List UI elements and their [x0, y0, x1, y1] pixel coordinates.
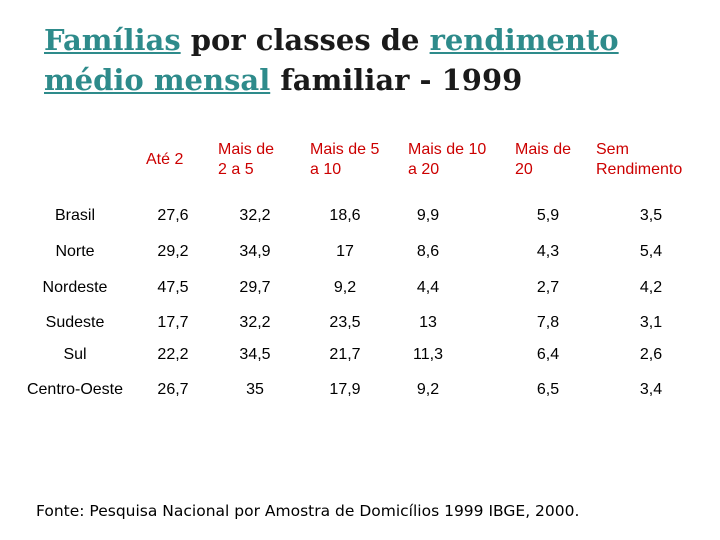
table-cell: 9,2 [333, 279, 357, 296]
table-cell: 27,6 [157, 207, 189, 224]
table-cell: 3,5 [639, 207, 663, 224]
table-cell: 9,2 [416, 381, 440, 398]
source-footnote: Fonte: Pesquisa Nacional por Amostra de … [36, 502, 580, 520]
table-cell: 3,4 [639, 381, 663, 398]
column-header-mais-de-20: Mais de 20 [515, 141, 572, 178]
row-label: Nordeste [42, 279, 108, 296]
title-link-medio-mensal[interactable]: médio mensal [44, 63, 271, 97]
row-label: Brasil [54, 207, 95, 224]
table-cell: 17,9 [329, 381, 361, 398]
table-cell: 17,7 [157, 314, 189, 331]
table-cell: 26,7 [157, 381, 189, 398]
table-cell: 29,7 [239, 279, 271, 296]
table-cell: 4,2 [639, 279, 663, 296]
table-cell: 29,2 [157, 243, 189, 260]
table-cell: 5,9 [536, 207, 560, 224]
table-cell: 35 [246, 381, 264, 398]
table-cell: 18,6 [329, 207, 361, 224]
table-cell: 7,8 [536, 314, 560, 331]
title-text-end: familiar - 1999 [270, 63, 523, 97]
table-cell: 6,5 [536, 381, 560, 398]
table-cell: 22,2 [157, 346, 189, 363]
row-label: Centro-Oeste [26, 381, 124, 398]
table-cell: 11,3 [413, 346, 443, 363]
table-cell: 6,4 [536, 346, 560, 363]
table-cell: 2,6 [639, 346, 663, 363]
table-cell: 5,4 [639, 243, 663, 260]
column-header-10-a-20: Mais de 10 a 20 [408, 141, 487, 178]
table-cell: 47,5 [157, 279, 189, 296]
table-cell: 3,1 [639, 314, 663, 331]
table-cell: 8,6 [416, 243, 440, 260]
table-cell: 34,9 [239, 243, 271, 260]
title-link-familias[interactable]: Famílias [44, 23, 181, 57]
table-cell: 4,3 [536, 243, 560, 260]
table-cell: 13 [419, 314, 437, 331]
table-cell: 32,2 [239, 207, 271, 224]
row-label: Sudeste [45, 314, 105, 331]
column-header-5-a-10: Mais de 5 a 10 [310, 141, 380, 178]
column-header-2-a-5: Mais de 2 a 5 [218, 141, 275, 178]
title-text: por classes de [180, 23, 430, 57]
table-cell: 9,9 [416, 207, 440, 224]
title-link-rendimento[interactable]: rendimento [429, 23, 619, 57]
table-cell: 23,5 [329, 314, 361, 331]
table-cell: 4,4 [416, 279, 440, 296]
table-cell: 2,7 [536, 279, 560, 296]
row-label: Norte [55, 243, 95, 260]
table-cell: 21,7 [329, 346, 361, 363]
table-cell: 32,2 [239, 314, 271, 331]
page-title: Famílias por classes de rendimento médio … [44, 20, 684, 100]
table-cell: 34,5 [239, 346, 271, 363]
column-header-sem-rendimento: Sem Rendimento [596, 141, 683, 178]
table-cell: 17 [336, 243, 354, 260]
column-header-ate-2: Até 2 [146, 151, 184, 168]
row-label: Sul [63, 346, 87, 363]
